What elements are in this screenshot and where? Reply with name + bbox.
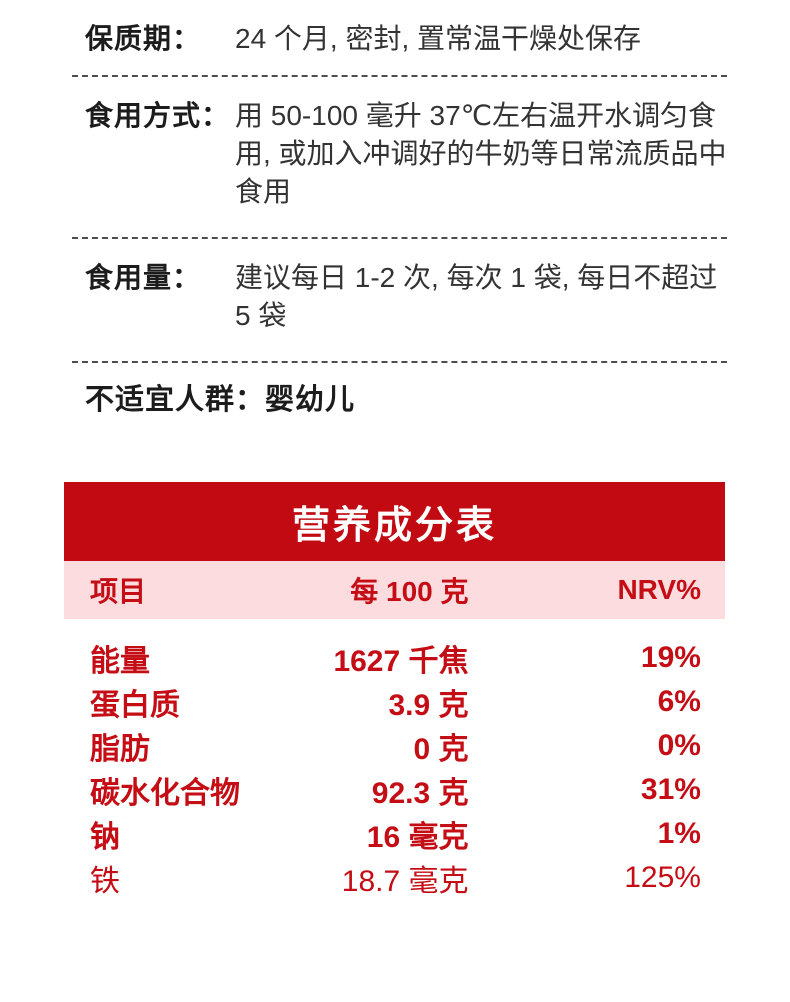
- nutrition-table-header-row: 项目 每 100 克 NRV%: [64, 561, 725, 619]
- nutrient-name: 铁: [90, 865, 120, 898]
- spec-row-shelf-life: 保质期： 24 个月, 密封, 置常温干燥处保存: [72, 20, 727, 58]
- shelf-life-value: 24 个月, 密封, 置常温干燥处保存: [235, 23, 642, 54]
- dashed-divider: [72, 75, 727, 77]
- shelf-life-label: 保质期：: [85, 23, 202, 54]
- dosage-label: 食用量：: [85, 262, 202, 293]
- usage-method-label: 食用方式：: [85, 100, 231, 131]
- nutrient-name: 脂肪: [90, 733, 150, 766]
- dashed-divider: [72, 237, 727, 239]
- nutrient-name: 能量: [90, 645, 150, 678]
- nutrient-nrv: 125%: [624, 861, 701, 894]
- spec-row-usage-method: 食用方式： 用 50-100 毫升 37℃左右温开水调匀食用, 或加入冲调好的牛…: [72, 97, 727, 211]
- nutrient-amount: 3.9 克: [388, 689, 469, 722]
- table-row: 能量 1627 千焦 19%: [64, 636, 725, 680]
- nutrition-table-title: 营养成分表: [64, 482, 725, 561]
- table-row: 脂肪 0 克 0%: [64, 724, 725, 768]
- nutrient-nrv: 1%: [657, 817, 701, 850]
- nutrient-nrv: 19%: [640, 641, 701, 674]
- table-row: 碳水化合物 92.3 克 31%: [64, 768, 725, 812]
- dosage-value: 建议每日 1-2 次, 每次 1 袋, 每日不超过 5 袋: [235, 262, 718, 331]
- nutrient-amount: 92.3 克: [371, 777, 469, 810]
- nutrient-name: 蛋白质: [90, 689, 180, 722]
- table-row: 钠 16 毫克 1%: [64, 812, 725, 856]
- table-row: 蛋白质 3.9 克 6%: [64, 680, 725, 724]
- nutrition-facts-table: 营养成分表 项目 每 100 克 NRV% 能量 1627 千焦 19% 蛋白质…: [64, 482, 725, 900]
- nutrient-name: 钠: [90, 821, 120, 854]
- nutrition-table-body: 能量 1627 千焦 19% 蛋白质 3.9 克 6% 脂肪 0 克 0% 碳水…: [64, 619, 725, 900]
- table-row: 铁 18.7 毫克 125%: [64, 856, 725, 900]
- nutrient-amount: 18.7 毫克: [341, 865, 469, 898]
- spec-list: 保质期： 24 个月, 密封, 置常温干燥处保存 食用方式： 用 50-100 …: [0, 0, 790, 419]
- nutrient-nrv: 31%: [640, 773, 701, 806]
- nutrient-amount: 1627 千焦: [333, 645, 469, 678]
- usage-method-value: 用 50-100 毫升 37℃左右温开水调匀食用, 或加入冲调好的牛奶等日常流质…: [235, 100, 727, 207]
- unsuitable-group-label: 不适宜人群：: [85, 384, 266, 416]
- unsuitable-group-value: 婴幼儿: [265, 384, 356, 416]
- nutrient-nrv: 0%: [657, 729, 701, 762]
- dashed-divider: [72, 361, 727, 363]
- spec-row-dosage: 食用量： 建议每日 1-2 次, 每次 1 袋, 每日不超过 5 袋: [72, 259, 727, 335]
- nutrient-amount: 16 毫克: [366, 821, 469, 854]
- column-header-item: 项目: [90, 576, 147, 607]
- nutrient-amount: 0 克: [413, 733, 469, 766]
- unsuitable-group-row: 不适宜人群：婴幼儿: [72, 381, 727, 419]
- nutrient-name: 碳水化合物: [90, 777, 240, 810]
- column-header-per-100g: 每 100 克: [350, 576, 469, 607]
- nutrient-nrv: 6%: [657, 685, 701, 718]
- column-header-nrv: NRV%: [617, 574, 701, 605]
